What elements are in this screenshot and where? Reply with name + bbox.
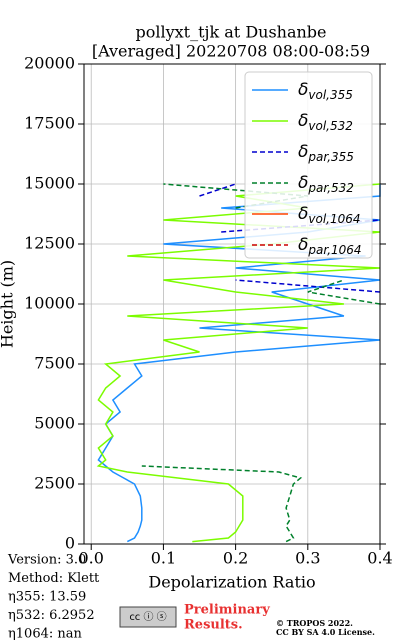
y-tick-label: 17500 xyxy=(24,114,75,133)
svg-text:cc ⓘ ⓢ: cc ⓘ ⓢ xyxy=(129,611,166,623)
y-tick-label: 7500 xyxy=(34,354,75,373)
y-tick-label: 15000 xyxy=(24,174,75,193)
info-text: η532: 6.2952 xyxy=(8,608,95,623)
logo-text: Preliminary xyxy=(184,603,270,618)
cc-logo xyxy=(119,606,177,628)
legend-label: δpar,355 xyxy=(298,142,354,164)
legend-label: δvol,1064 xyxy=(298,204,361,226)
y-tick-label: 5000 xyxy=(34,414,75,433)
license-text: CC BY SA 4.0 License. xyxy=(276,627,375,637)
y-tick-label: 12500 xyxy=(24,234,75,253)
x-tick-label: 0.4 xyxy=(367,549,392,568)
y-axis-label: Height (m) xyxy=(0,260,17,348)
chart-subtitle: [Averaged] 20220708 08:00-08:59 xyxy=(92,42,370,61)
legend-label: δvol,355 xyxy=(298,80,353,102)
y-tick-label: 10000 xyxy=(24,294,75,313)
x-tick-label: 0.0 xyxy=(78,549,103,568)
legend-label: δpar,532 xyxy=(298,173,354,195)
plot-frame xyxy=(83,63,381,545)
info-text: η1064: nan xyxy=(8,627,83,641)
legend-label: δpar,1064 xyxy=(298,235,362,257)
x-axis-label: Depolarization Ratio xyxy=(148,573,315,592)
profile-line xyxy=(96,183,381,543)
y-tick-label: 20000 xyxy=(24,54,75,73)
y-tick-label: 0 xyxy=(65,534,75,553)
x-tick-label: 0.3 xyxy=(295,549,320,568)
info-text: η355: 13.59 xyxy=(8,590,86,605)
info-text: Version: 3.0 xyxy=(7,553,86,568)
chart-title: pollyxt_tjk at Dushanbe xyxy=(135,23,326,42)
y-tick-label: 2500 xyxy=(34,474,75,493)
legend-label: δvol,532 xyxy=(298,111,353,133)
license-text: © TROPOS 2022. xyxy=(276,618,353,628)
info-text: Method: Klett xyxy=(8,571,100,586)
x-tick-label: 0.1 xyxy=(151,549,176,568)
x-tick-label: 0.2 xyxy=(223,549,248,568)
legend-box xyxy=(244,71,373,259)
logo-text: Results. xyxy=(184,618,243,633)
